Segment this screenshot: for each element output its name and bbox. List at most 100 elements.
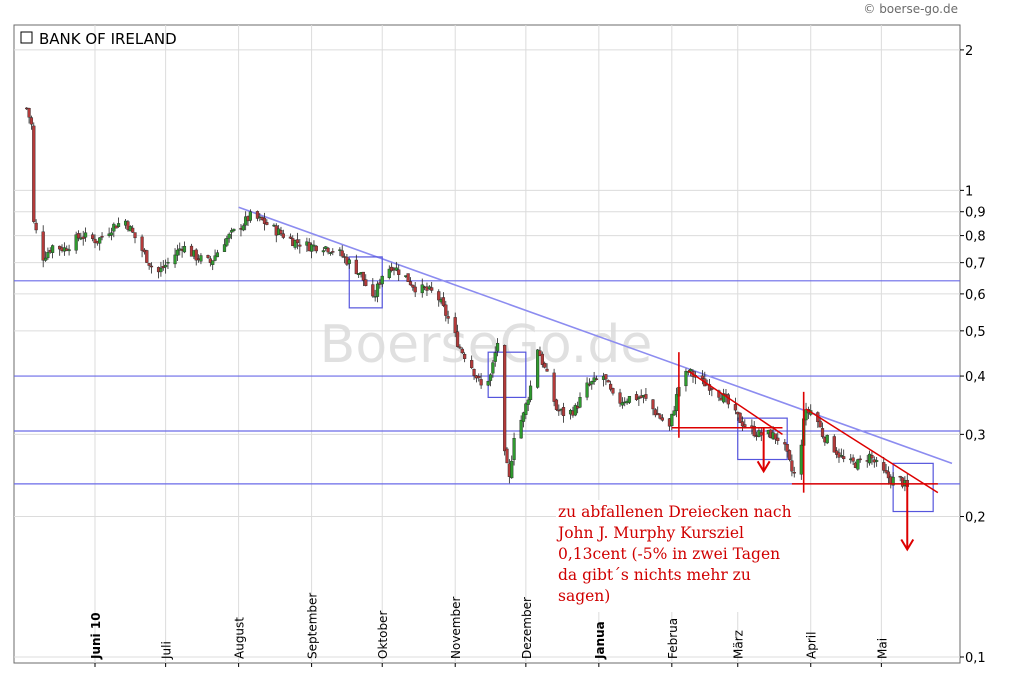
x-tick-label: Februa	[666, 618, 680, 659]
candle-body	[752, 426, 756, 437]
candle-body	[194, 249, 198, 261]
candle-body	[594, 378, 599, 380]
candle-body	[199, 255, 203, 262]
candle-body	[503, 345, 507, 452]
candle-body	[444, 304, 448, 316]
candle-body	[324, 246, 328, 249]
candle-body	[145, 250, 149, 263]
y-tick-label: 0,7	[965, 257, 986, 272]
candle-body	[133, 232, 137, 239]
candle-body	[743, 424, 747, 427]
pattern-box	[487, 351, 527, 399]
candle-body	[898, 475, 902, 478]
candle-body	[540, 353, 544, 365]
candle-body	[561, 407, 566, 417]
copyright-label: © boerse-go.de	[863, 2, 958, 16]
candle-body	[832, 436, 836, 453]
candle-body	[825, 435, 829, 444]
candle-body	[76, 233, 81, 239]
candle-body	[213, 255, 217, 261]
candle-body	[255, 211, 260, 219]
candle-body	[164, 264, 168, 268]
x-tick-label: Janua	[593, 621, 607, 660]
candle-body	[51, 245, 55, 253]
y-tick-label: 1	[965, 184, 973, 199]
candle-body	[491, 362, 495, 374]
candle-body	[288, 236, 293, 239]
candle-body	[651, 399, 655, 410]
candle-body	[225, 237, 229, 246]
candle-body	[488, 374, 493, 381]
x-tick-label: März	[732, 630, 746, 659]
candle-body	[140, 236, 144, 251]
candle-body	[493, 352, 497, 362]
candle-body	[211, 260, 215, 265]
candle-body	[380, 275, 384, 285]
red-line	[687, 370, 783, 435]
candle-body	[740, 421, 745, 427]
candle-body	[526, 399, 530, 405]
candle-body	[552, 372, 556, 402]
candle-body	[262, 217, 267, 224]
candle-body	[34, 222, 38, 231]
candle-body	[867, 453, 872, 464]
candle-body	[298, 244, 302, 247]
pattern-box	[892, 462, 934, 513]
candle-body	[479, 379, 483, 386]
candle-body	[43, 257, 48, 261]
candle-body	[331, 251, 335, 253]
x-tick-label: Mai	[875, 638, 889, 659]
candle-body	[27, 108, 31, 118]
candle-body	[265, 222, 269, 225]
candle-body	[361, 271, 365, 281]
candle-body	[528, 385, 533, 401]
candle-body	[413, 286, 417, 293]
y-tick-label: 0,1	[965, 651, 986, 666]
candle-body	[446, 316, 450, 319]
candle-body	[521, 412, 526, 422]
candle-body	[644, 394, 648, 399]
candle-body	[799, 444, 803, 475]
candle-body	[505, 448, 509, 464]
candle-body	[858, 458, 862, 461]
chart-title-text: BANK OF IRELAND	[39, 30, 177, 48]
candle-body	[585, 382, 589, 398]
candle-body	[787, 450, 792, 460]
candle-body	[470, 360, 474, 368]
candle-body	[656, 413, 660, 416]
candle-body	[573, 405, 577, 416]
x-tick-label: April	[805, 632, 819, 659]
candle-body	[660, 417, 665, 421]
candle-body	[281, 233, 285, 238]
candle-body	[611, 388, 615, 394]
candle-body	[67, 249, 71, 252]
candle-body	[453, 317, 457, 334]
candle-body	[340, 250, 344, 257]
candle-body	[710, 388, 714, 390]
candle-body	[851, 457, 855, 462]
candle-body	[891, 476, 895, 486]
candle-body	[684, 370, 688, 387]
candle-body	[587, 383, 592, 386]
candle-body	[536, 349, 540, 388]
red-annotations	[671, 352, 939, 552]
candle-body	[634, 394, 639, 400]
x-tick-label: Dezember	[520, 597, 534, 659]
candle-body	[722, 393, 726, 403]
candle-body	[215, 252, 220, 258]
candle-body	[232, 228, 236, 231]
candle-body	[733, 404, 737, 411]
candle-body	[495, 342, 500, 352]
pattern-box	[737, 417, 788, 461]
candle-body	[149, 265, 154, 268]
candle-body	[609, 383, 613, 390]
candle-body	[543, 362, 547, 368]
candle-body	[637, 397, 641, 400]
y-tick-label: 0,2	[965, 511, 986, 526]
candle-body	[519, 419, 523, 439]
candle-body	[293, 240, 297, 248]
candlesticks	[25, 107, 909, 492]
candle-body	[472, 368, 476, 376]
candle-body	[458, 346, 462, 349]
